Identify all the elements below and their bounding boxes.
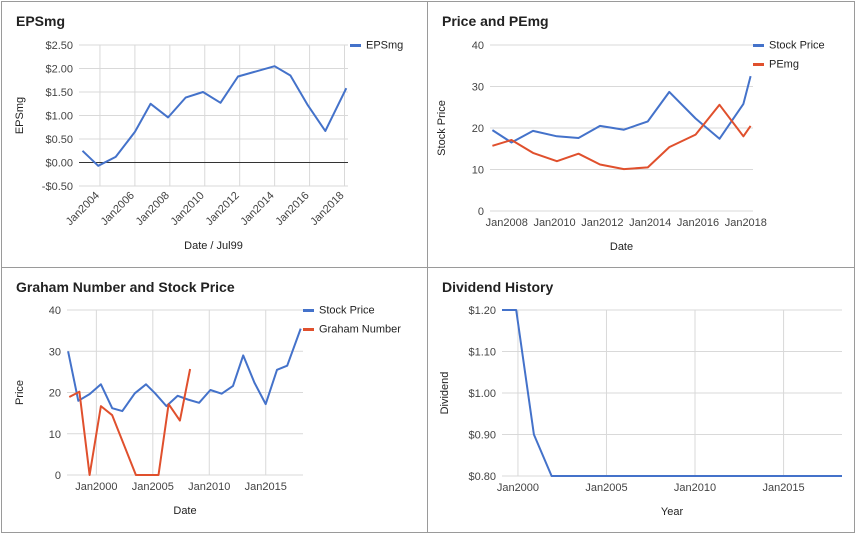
y-tick-label: 20: [472, 123, 484, 135]
y-axis-label: Dividend: [439, 372, 451, 415]
chart-title: Dividend History: [442, 279, 553, 295]
y-tick-label: $0.90: [468, 430, 496, 442]
y-tick-label: $2.00: [45, 64, 73, 76]
x-tick-label: Jan2012: [203, 190, 241, 228]
y-tick-label: 40: [472, 40, 484, 52]
y-tick-label: 10: [472, 165, 484, 177]
legend-entry: Stock Price: [769, 40, 825, 52]
legend-swatch: [303, 309, 314, 312]
x-tick-label: Jan2004: [64, 190, 102, 228]
y-axis-label: EPSmg: [14, 97, 26, 134]
series-line: [67, 328, 302, 413]
legend-swatch: [753, 44, 764, 47]
y-tick-label: $0.50: [45, 134, 73, 146]
price-pe-chart-panel: Price and PEmg 0 10 20 30 40 Jan2008 Jan2010 Jan…: [427, 1, 855, 268]
y-tick-label: $1.20: [468, 305, 496, 317]
graham-chart-panel: Graham Number and Stock Price 0 10 20 30 40 Ja…: [1, 267, 428, 533]
x-tick-label: Jan2008: [486, 217, 528, 229]
legend-swatch: [303, 328, 314, 331]
chart-title: Graham Number and Stock Price: [16, 279, 235, 295]
graham-chart: Graham Number and Stock Price 0 10 20 30 40 Ja…: [14, 279, 401, 517]
y-tick-label: 0: [478, 206, 484, 218]
x-tick-label: Jan2012: [581, 217, 623, 229]
y-tick-label: 10: [49, 429, 61, 441]
x-tick-label: Jan2010: [169, 190, 207, 228]
dividend-chart: Dividend History $0.80 $0.90 $1.00 $1.10 $1.2…: [439, 279, 842, 518]
y-tick-label: $2.50: [45, 40, 73, 52]
x-tick-label: Jan2016: [273, 190, 311, 228]
x-tick-label: Jan2006: [99, 190, 137, 228]
y-tick-label: $1.10: [468, 347, 496, 359]
x-axis-label: Date / Jul99: [184, 240, 243, 252]
x-tick-label: Jan2000: [75, 481, 117, 493]
x-axis-label: Year: [661, 506, 684, 518]
x-tick-label: Jan2016: [677, 217, 719, 229]
x-tick-label: Jan2010: [188, 481, 230, 493]
y-tick-label: $1.00: [45, 111, 73, 123]
x-tick-label: Jan2005: [132, 481, 174, 493]
y-tick-label: $0.80: [468, 471, 496, 483]
x-tick-label: Jan2010: [674, 482, 716, 494]
legend-entry: Stock Price: [319, 305, 375, 317]
x-axis-label: Date: [610, 241, 633, 253]
y-tick-label: $1.50: [45, 87, 73, 99]
legend-entry: PEmg: [769, 59, 799, 71]
legend-entry: EPSmg: [366, 40, 403, 52]
x-tick-label: Jan2014: [238, 190, 276, 228]
y-tick-label: 30: [49, 346, 61, 358]
dividend-chart-panel: Dividend History $0.80 $0.90 $1.00 $1.10 $1.2…: [427, 267, 855, 533]
chart-title: EPSmg: [16, 13, 65, 29]
x-tick-label: Jan2008: [134, 190, 172, 228]
x-tick-label: Jan2018: [308, 190, 346, 228]
x-tick-label: Jan2015: [762, 482, 804, 494]
price-pe-chart: Price and PEmg 0 10 20 30 40 Jan2008 Jan2010 Jan…: [436, 13, 825, 253]
legend-entry: Graham Number: [319, 324, 401, 336]
y-tick-label: $1.00: [468, 388, 496, 400]
y-axis-label: Price: [14, 380, 26, 405]
x-tick-label: Jan2000: [497, 482, 539, 494]
legend-swatch: [350, 44, 361, 47]
x-tick-label: Jan2018: [725, 217, 767, 229]
x-tick-label: Jan2005: [585, 482, 627, 494]
series-line: [68, 368, 192, 476]
x-tick-label: Jan2015: [245, 481, 287, 493]
y-tick-label: 30: [472, 82, 484, 94]
legend-swatch: [753, 63, 764, 66]
chart-title: Price and PEmg: [442, 13, 549, 29]
y-axis-label: Stock Price: [436, 100, 448, 156]
x-tick-label: Jan2010: [533, 217, 575, 229]
x-tick-label: Jan2014: [629, 217, 671, 229]
series-line: [492, 103, 752, 171]
y-tick-label: 40: [49, 305, 61, 317]
series-line: [491, 75, 752, 144]
eps-chart: EPSmg -$0.50 $0.00 $0.50 $1.00 $1.50 $2.00 $2.5…: [14, 13, 403, 252]
eps-chart-panel: EPSmg -$0.50 $0.00 $0.50 $1.00 $1.50 $2.00 $2.5…: [1, 1, 428, 268]
series-line: [502, 309, 842, 477]
y-tick-label: $0.00: [45, 158, 73, 170]
x-axis-label: Date: [173, 505, 196, 517]
y-tick-label: -$0.50: [42, 181, 73, 193]
y-tick-label: 0: [55, 470, 61, 482]
y-tick-label: 20: [49, 388, 61, 400]
series-line: [81, 65, 348, 167]
